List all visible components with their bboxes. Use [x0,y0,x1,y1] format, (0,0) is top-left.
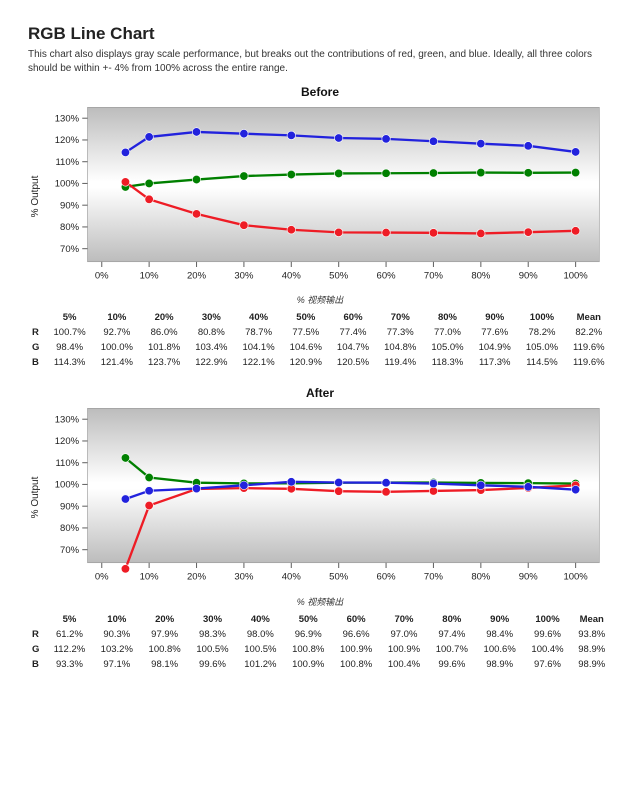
svg-text:30%: 30% [234,572,254,583]
svg-text:60%: 60% [377,271,397,282]
after-chart: 70% 80% 90% 100% 110% 120% 130% 0% 10% 20% 30% 40% 5… [41,402,612,592]
page-subtitle: This chart also displays gray scale perf… [28,48,612,75]
after-chart-wrap: % Output 70% 80% 90% 100% 110% 120% 130% 0% 10% 2… [28,402,612,592]
svg-text:110%: 110% [55,458,79,469]
svg-text:40%: 40% [282,572,302,583]
x-axis-label: % 视频输出 [28,595,612,608]
svg-text:70%: 70% [60,545,80,556]
after-chart-title: After [28,386,612,400]
before-chart-title: Before [28,85,612,99]
svg-text:90%: 90% [60,200,80,211]
svg-text:80%: 80% [471,572,491,583]
svg-text:40%: 40% [282,271,302,282]
svg-text:120%: 120% [55,436,80,447]
svg-text:0%: 0% [95,271,109,282]
svg-text:80%: 80% [60,222,80,233]
after-section: After % Output 70% 80% 90% 100% 110% 120% 130%… [28,386,612,671]
y-axis-label: % Output [28,402,41,592]
page-title: RGB Line Chart [28,24,612,44]
y-axis-label: % Output [28,101,41,291]
svg-text:30%: 30% [234,271,254,282]
svg-text:90%: 90% [519,572,539,583]
before-chart: 70% 80% 90% 100% 110% 120% 130% 0% 10% 20% 30% 40% 5… [41,101,612,291]
svg-text:10%: 10% [140,572,160,583]
x-axis-label: % 视频输出 [28,293,612,306]
svg-text:90%: 90% [60,502,80,513]
svg-text:50%: 50% [329,572,349,583]
page: RGB Line Chart This chart also displays … [0,0,640,791]
svg-text:100%: 100% [563,572,588,583]
before-chart-wrap: % Output 70% 80% 90% 100% 110% 120% 130% 0% 10% 2… [28,101,612,291]
svg-text:50%: 50% [329,271,349,282]
svg-text:100%: 100% [55,179,80,190]
svg-text:110%: 110% [55,157,79,168]
svg-text:10%: 10% [140,271,160,282]
before-section: Before % Output 70% 80% 90% 100% 110% 120% 130… [28,85,612,370]
svg-text:0%: 0% [95,572,109,583]
svg-text:130%: 130% [55,415,80,426]
svg-text:120%: 120% [55,135,80,146]
svg-text:70%: 70% [424,572,444,583]
svg-text:20%: 20% [187,271,207,282]
svg-text:70%: 70% [424,271,444,282]
svg-text:100%: 100% [55,480,80,491]
svg-text:90%: 90% [519,271,539,282]
svg-text:60%: 60% [377,572,397,583]
svg-text:80%: 80% [60,523,80,534]
after-table: 5%10%20%30%40%50%60%70%80%90%100%MeanR61… [28,612,612,672]
before-table: 5%10%20%30%40%50%60%70%80%90%100%MeanR10… [28,310,612,370]
svg-text:130%: 130% [55,113,80,124]
svg-text:100%: 100% [563,271,588,282]
svg-text:20%: 20% [187,572,207,583]
svg-text:80%: 80% [471,271,491,282]
svg-text:70%: 70% [60,244,80,255]
